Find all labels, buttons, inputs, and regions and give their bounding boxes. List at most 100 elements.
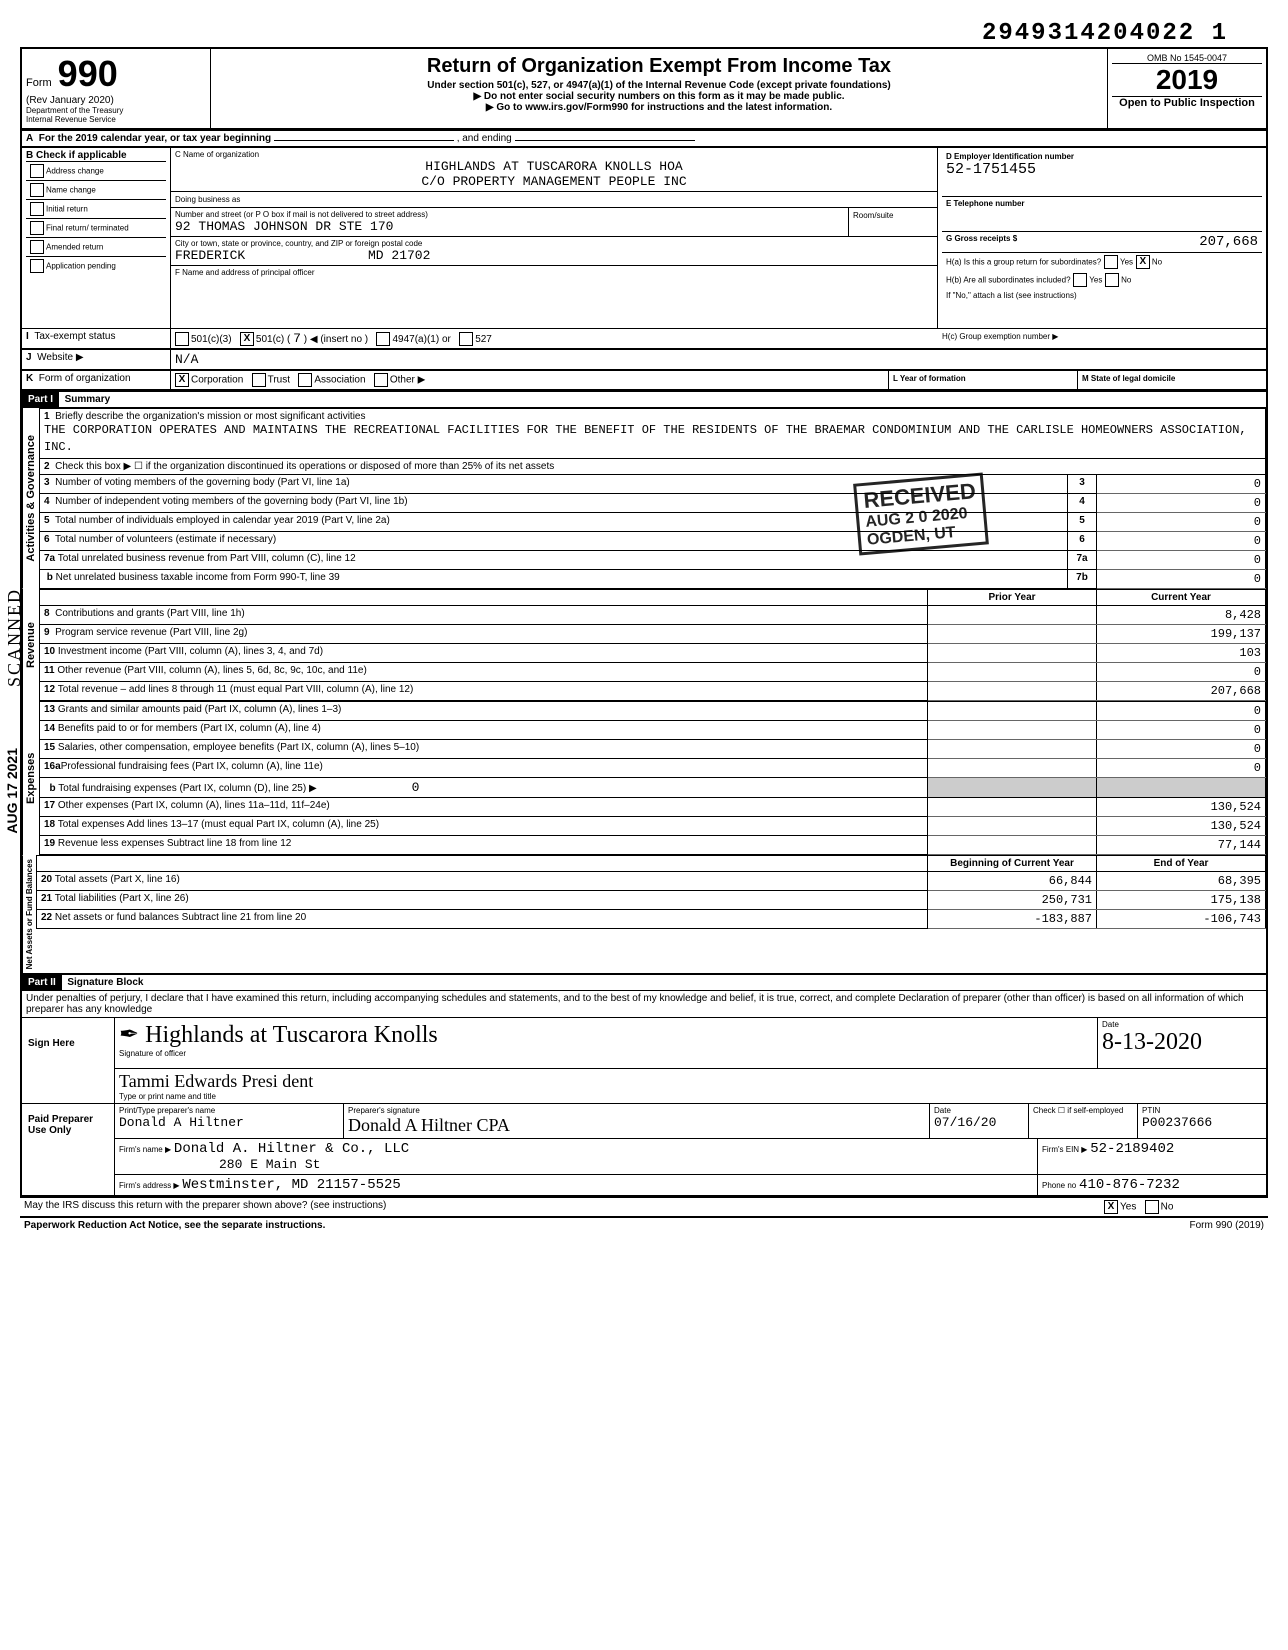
line3-val: 0: [1097, 474, 1266, 493]
checkbox-pending[interactable]: [30, 259, 44, 273]
state-zip: MD 21702: [368, 248, 430, 263]
discuss-yes: Yes: [1120, 1202, 1136, 1213]
ein: 52-1751455: [946, 161, 1258, 178]
f-label: F Name and address of principal officer: [175, 268, 933, 277]
line16b-val: 0: [319, 780, 419, 795]
h-b: H(b) Are all subordinates included?: [946, 276, 1071, 285]
line13: Grants and similar amounts paid (Part IX…: [58, 704, 341, 715]
line10-cur: 103: [1097, 643, 1266, 662]
line7a-val: 0: [1097, 550, 1266, 569]
firm-name-label: Firm's name ▶: [119, 1145, 171, 1154]
discuss-no: No: [1161, 1202, 1174, 1213]
line14: Benefits paid to or for members (Part IX…: [58, 723, 321, 734]
check-if-applicable: Check if applicable: [36, 150, 127, 161]
open-public: Open to Public Inspection: [1112, 96, 1262, 109]
discuss: May the IRS discuss this return with the…: [20, 1198, 1100, 1216]
checkbox-527[interactable]: [459, 332, 473, 346]
line19: Revenue less expenses Subtract line 18 f…: [58, 838, 291, 849]
line22-end: -106,743: [1097, 909, 1266, 928]
yes-label: Yes: [1120, 258, 1133, 267]
website: N/A: [171, 350, 1266, 370]
yes-label-2: Yes: [1089, 276, 1102, 285]
prep-sig-label: Preparer's signature: [348, 1106, 925, 1115]
form-footer: Form 990 (2019): [1100, 1218, 1268, 1233]
room-label: Room/suite: [853, 211, 893, 220]
checkbox-ha-yes[interactable]: [1104, 255, 1118, 269]
line1-label: Briefly describe the organization's miss…: [55, 411, 365, 422]
prep-date-label: Date: [934, 1106, 1024, 1115]
checkbox-hb-yes[interactable]: [1073, 273, 1087, 287]
checkbox-other[interactable]: [374, 373, 388, 387]
checkbox-discuss-yes[interactable]: X: [1104, 1200, 1118, 1214]
part2-title: Signature Block: [67, 977, 143, 988]
firm-addr-label: Firm's address ▶: [119, 1181, 180, 1190]
city: FREDERICK: [175, 248, 245, 263]
checkbox-trust[interactable]: [252, 373, 266, 387]
line18-cur: 130,524: [1097, 816, 1266, 835]
firm-ein: 52-2189402: [1090, 1141, 1174, 1157]
line2: Check this box ▶ ☐ if the organization d…: [55, 461, 554, 472]
checkbox-assoc[interactable]: [298, 373, 312, 387]
line5: Total number of individuals employed in …: [55, 515, 390, 526]
received-stamp: RECEIVED AUG 2 0 2020 OGDEN, UT: [853, 473, 989, 556]
form-header: Form 990 (Rev January 2020) Department o…: [20, 47, 1268, 131]
vert-revenue: Revenue: [22, 589, 39, 701]
firm-city: Westminster, MD 21157-5525: [182, 1177, 400, 1193]
checkbox-501c3[interactable]: [175, 332, 189, 346]
label-pending: Application pending: [46, 262, 116, 271]
sig-date: 8-13-2020: [1102, 1029, 1262, 1056]
no-label-2: No: [1121, 276, 1131, 285]
check-self-employed: Check ☐ if self-employed: [1029, 1104, 1138, 1138]
sig-officer-label: Signature of officer: [119, 1049, 1093, 1058]
checkbox-hb-no[interactable]: [1105, 273, 1119, 287]
part1-title: Summary: [65, 394, 111, 405]
line11: Other revenue (Part VIII, column (A), li…: [57, 665, 366, 676]
omb: OMB No 1545-0047: [1112, 53, 1262, 64]
street: 92 THOMAS JOHNSON DR STE 170: [175, 219, 844, 234]
label-address-change: Address change: [46, 167, 104, 176]
prep-date: 07/16/20: [934, 1115, 1024, 1130]
line17: Other expenses (Part IX, column (A), lin…: [58, 800, 330, 811]
line12-cur: 207,668: [1097, 681, 1266, 700]
part2-label: Part II: [22, 975, 62, 990]
org-co: C/O PROPERTY MANAGEMENT PEOPLE INC: [175, 174, 933, 189]
h-c: H(c) Group exemption number ▶: [942, 332, 1058, 341]
line13-cur: 0: [1097, 701, 1266, 720]
line21-end: 175,138: [1097, 890, 1266, 909]
line19-cur: 77,144: [1097, 835, 1266, 854]
label-527: 527: [475, 334, 492, 345]
phone: 410-876-7232: [1079, 1177, 1180, 1193]
ptin-label: PTIN: [1142, 1106, 1262, 1115]
checkbox-4947[interactable]: [376, 332, 390, 346]
line14-cur: 0: [1097, 720, 1266, 739]
label-501c3: 501(c)(3): [191, 334, 232, 345]
ptin: P00237666: [1142, 1115, 1262, 1130]
checkbox-501c[interactable]: X: [240, 332, 254, 346]
dept: Department of the Treasury: [26, 106, 206, 115]
checkbox-name-change[interactable]: [30, 183, 44, 197]
insert-no: ◀ (insert no ): [310, 334, 368, 345]
checkbox-ha-no[interactable]: X: [1136, 255, 1150, 269]
paid-preparer-label: Paid Preparer Use Only: [22, 1104, 115, 1195]
m-label: M State of legal domicile: [1082, 374, 1175, 383]
jurat: Under penalties of perjury, I declare th…: [20, 991, 1268, 1018]
no-label: No: [1152, 258, 1162, 267]
checkbox-address-change[interactable]: [30, 164, 44, 178]
g-label: G Gross receipts $: [946, 234, 1199, 250]
sig-name-label: Type or print name and title: [119, 1092, 1262, 1101]
checkbox-amended[interactable]: [30, 240, 44, 254]
line12: Total revenue – add lines 8 through 11 (…: [58, 684, 414, 695]
checkbox-final-return[interactable]: [30, 221, 44, 235]
firm-addr: 280 E Main St: [219, 1157, 320, 1172]
line9-cur: 199,137: [1097, 624, 1266, 643]
line17-cur: 130,524: [1097, 797, 1266, 816]
firm-name: Donald A. Hiltner & Co., LLC: [174, 1141, 409, 1157]
irs: Internal Revenue Service: [26, 115, 206, 124]
checkbox-corp[interactable]: X: [175, 373, 189, 387]
label-other: Other ▶: [390, 375, 425, 386]
checkbox-initial-return[interactable]: [30, 202, 44, 216]
label-corp: Corporation: [191, 375, 243, 386]
date-stamp: AUG 17 2021: [4, 748, 20, 834]
checkbox-discuss-no[interactable]: [1145, 1200, 1159, 1214]
label-assoc: Association: [314, 375, 365, 386]
